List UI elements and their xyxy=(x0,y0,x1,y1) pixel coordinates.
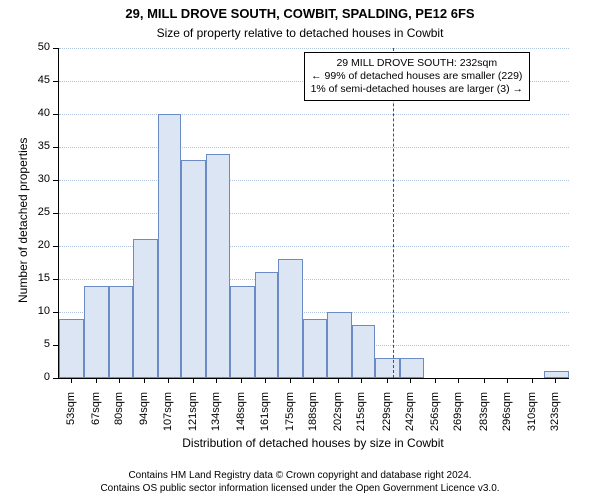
x-tick-mark xyxy=(144,378,145,383)
x-tick-mark xyxy=(168,378,169,383)
x-tick-label: 175sqm xyxy=(284,392,296,452)
x-tick-label: 148sqm xyxy=(235,392,247,452)
y-tick-mark xyxy=(53,114,58,115)
y-tick-mark xyxy=(53,213,58,214)
x-tick-mark xyxy=(410,378,411,383)
x-tick-label: 121sqm xyxy=(187,392,199,452)
histogram-bar xyxy=(255,272,278,378)
x-tick-mark xyxy=(361,378,362,383)
x-tick-mark xyxy=(435,378,436,383)
annotation-line: 1% of semi-detached houses are larger (3… xyxy=(311,83,523,96)
histogram-bar xyxy=(303,319,326,378)
x-tick-label: 310sqm xyxy=(526,392,538,452)
grid-line xyxy=(59,213,569,214)
y-tick-label: 5 xyxy=(22,338,50,350)
x-tick-label: 296sqm xyxy=(501,392,513,452)
x-tick-label: 107sqm xyxy=(162,392,174,452)
x-tick-label: 134sqm xyxy=(210,392,222,452)
y-tick-mark xyxy=(53,246,58,247)
y-tick-label: 20 xyxy=(22,239,50,251)
x-tick-label: 229sqm xyxy=(381,392,393,452)
y-tick-label: 35 xyxy=(22,140,50,152)
x-tick-mark xyxy=(216,378,217,383)
x-tick-mark xyxy=(119,378,120,383)
grid-line xyxy=(59,114,569,115)
footer-line-2: Contains OS public sector information li… xyxy=(0,483,600,494)
footer-line-1: Contains HM Land Registry data © Crown c… xyxy=(0,470,600,481)
histogram-bar xyxy=(230,286,255,378)
histogram-bar xyxy=(84,286,109,378)
x-tick-mark xyxy=(241,378,242,383)
y-tick-label: 40 xyxy=(22,107,50,119)
y-tick-mark xyxy=(53,378,58,379)
x-tick-mark xyxy=(265,378,266,383)
x-tick-label: 80sqm xyxy=(113,392,125,452)
y-tick-label: 45 xyxy=(22,74,50,86)
x-tick-mark xyxy=(555,378,556,383)
histogram-bar xyxy=(59,319,84,378)
x-tick-label: 269sqm xyxy=(452,392,464,452)
x-tick-label: 242sqm xyxy=(404,392,416,452)
x-tick-mark xyxy=(458,378,459,383)
histogram-bar xyxy=(375,358,400,378)
histogram-bar xyxy=(181,160,206,378)
chart-container: { "title_line1": "29, MILL DROVE SOUTH, … xyxy=(0,0,600,500)
x-tick-label: 256sqm xyxy=(429,392,441,452)
x-tick-label: 215sqm xyxy=(355,392,367,452)
x-tick-mark xyxy=(96,378,97,383)
chart-subtitle: Size of property relative to detached ho… xyxy=(0,26,600,40)
annotation-line: 29 MILL DROVE SOUTH: 232sqm xyxy=(311,57,523,70)
histogram-bar xyxy=(327,312,352,378)
x-tick-label: 188sqm xyxy=(307,392,319,452)
y-tick-label: 10 xyxy=(22,305,50,317)
x-tick-mark xyxy=(193,378,194,383)
histogram-bar xyxy=(544,371,569,378)
y-tick-label: 0 xyxy=(22,371,50,383)
x-tick-mark xyxy=(71,378,72,383)
x-tick-label: 283sqm xyxy=(478,392,490,452)
x-tick-mark xyxy=(338,378,339,383)
y-tick-mark xyxy=(53,180,58,181)
x-tick-mark xyxy=(532,378,533,383)
histogram-bar xyxy=(109,286,132,378)
grid-line xyxy=(59,147,569,148)
x-tick-mark xyxy=(387,378,388,383)
x-tick-mark xyxy=(507,378,508,383)
y-tick-mark xyxy=(53,81,58,82)
y-tick-label: 50 xyxy=(22,41,50,53)
histogram-bar xyxy=(133,239,158,378)
x-tick-label: 53sqm xyxy=(65,392,77,452)
x-tick-label: 67sqm xyxy=(90,392,102,452)
x-tick-label: 323sqm xyxy=(549,392,561,452)
histogram-bar xyxy=(352,325,375,378)
y-tick-mark xyxy=(53,312,58,313)
grid-line xyxy=(59,48,569,49)
x-tick-mark xyxy=(290,378,291,383)
annotation-line: ← 99% of detached houses are smaller (22… xyxy=(311,70,523,83)
histogram-bar xyxy=(278,259,303,378)
y-tick-mark xyxy=(53,345,58,346)
chart-title: 29, MILL DROVE SOUTH, COWBIT, SPALDING, … xyxy=(0,6,600,21)
x-tick-label: 202sqm xyxy=(332,392,344,452)
histogram-bar xyxy=(206,154,229,378)
y-tick-mark xyxy=(53,279,58,280)
x-tick-mark xyxy=(484,378,485,383)
annotation-box: 29 MILL DROVE SOUTH: 232sqm← 99% of deta… xyxy=(304,52,530,101)
y-tick-label: 30 xyxy=(22,173,50,185)
y-tick-mark xyxy=(53,48,58,49)
x-tick-label: 161sqm xyxy=(259,392,271,452)
y-tick-mark xyxy=(53,147,58,148)
x-tick-mark xyxy=(313,378,314,383)
histogram-bar xyxy=(400,358,423,378)
y-tick-label: 25 xyxy=(22,206,50,218)
x-tick-label: 94sqm xyxy=(138,392,150,452)
grid-line xyxy=(59,180,569,181)
histogram-bar xyxy=(158,114,181,378)
y-tick-label: 15 xyxy=(22,272,50,284)
